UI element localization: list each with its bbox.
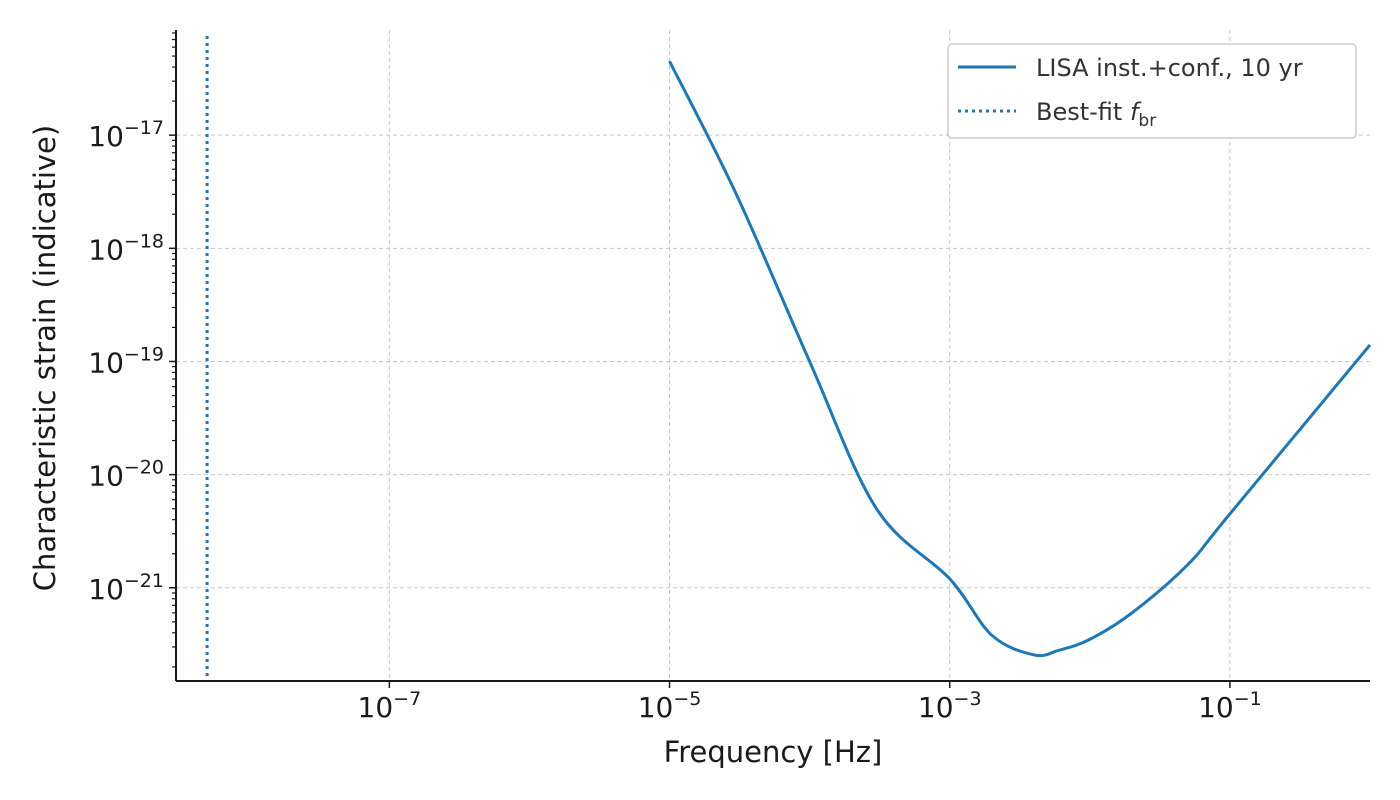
plot-lines bbox=[205, 36, 1372, 681]
y-tick-label: 10−19 bbox=[88, 343, 164, 379]
legend: LISA inst.+conf., 10 yr Best-fit fbr bbox=[947, 43, 1357, 139]
y-tick-label: 10−18 bbox=[88, 230, 164, 266]
y-tick-label: 10−20 bbox=[88, 457, 164, 493]
x-tick-label: 10−3 bbox=[918, 688, 982, 724]
legend-label-lisa: LISA inst.+conf., 10 yr bbox=[1036, 54, 1303, 82]
series-lisa-line bbox=[668, 60, 1372, 658]
y-tick-label: 10−17 bbox=[88, 117, 164, 153]
y-tick-label: 10−21 bbox=[88, 570, 164, 606]
x-tick-label: 10−7 bbox=[358, 688, 422, 724]
y-axis-title: Characteristic strain (indicative) bbox=[28, 125, 62, 591]
legend-box bbox=[947, 43, 1357, 139]
axes bbox=[169, 30, 1370, 688]
x-tick-label: 10−5 bbox=[638, 688, 702, 724]
x-tick-label: 10−1 bbox=[1198, 688, 1262, 724]
x-axis-title: Frequency [Hz] bbox=[664, 735, 883, 769]
tick-labels: 10−7 10−5 10−3 10−1 10−17 10−18 10−19 10−20 10−2… bbox=[88, 117, 1261, 724]
grid-lines bbox=[176, 30, 1370, 681]
